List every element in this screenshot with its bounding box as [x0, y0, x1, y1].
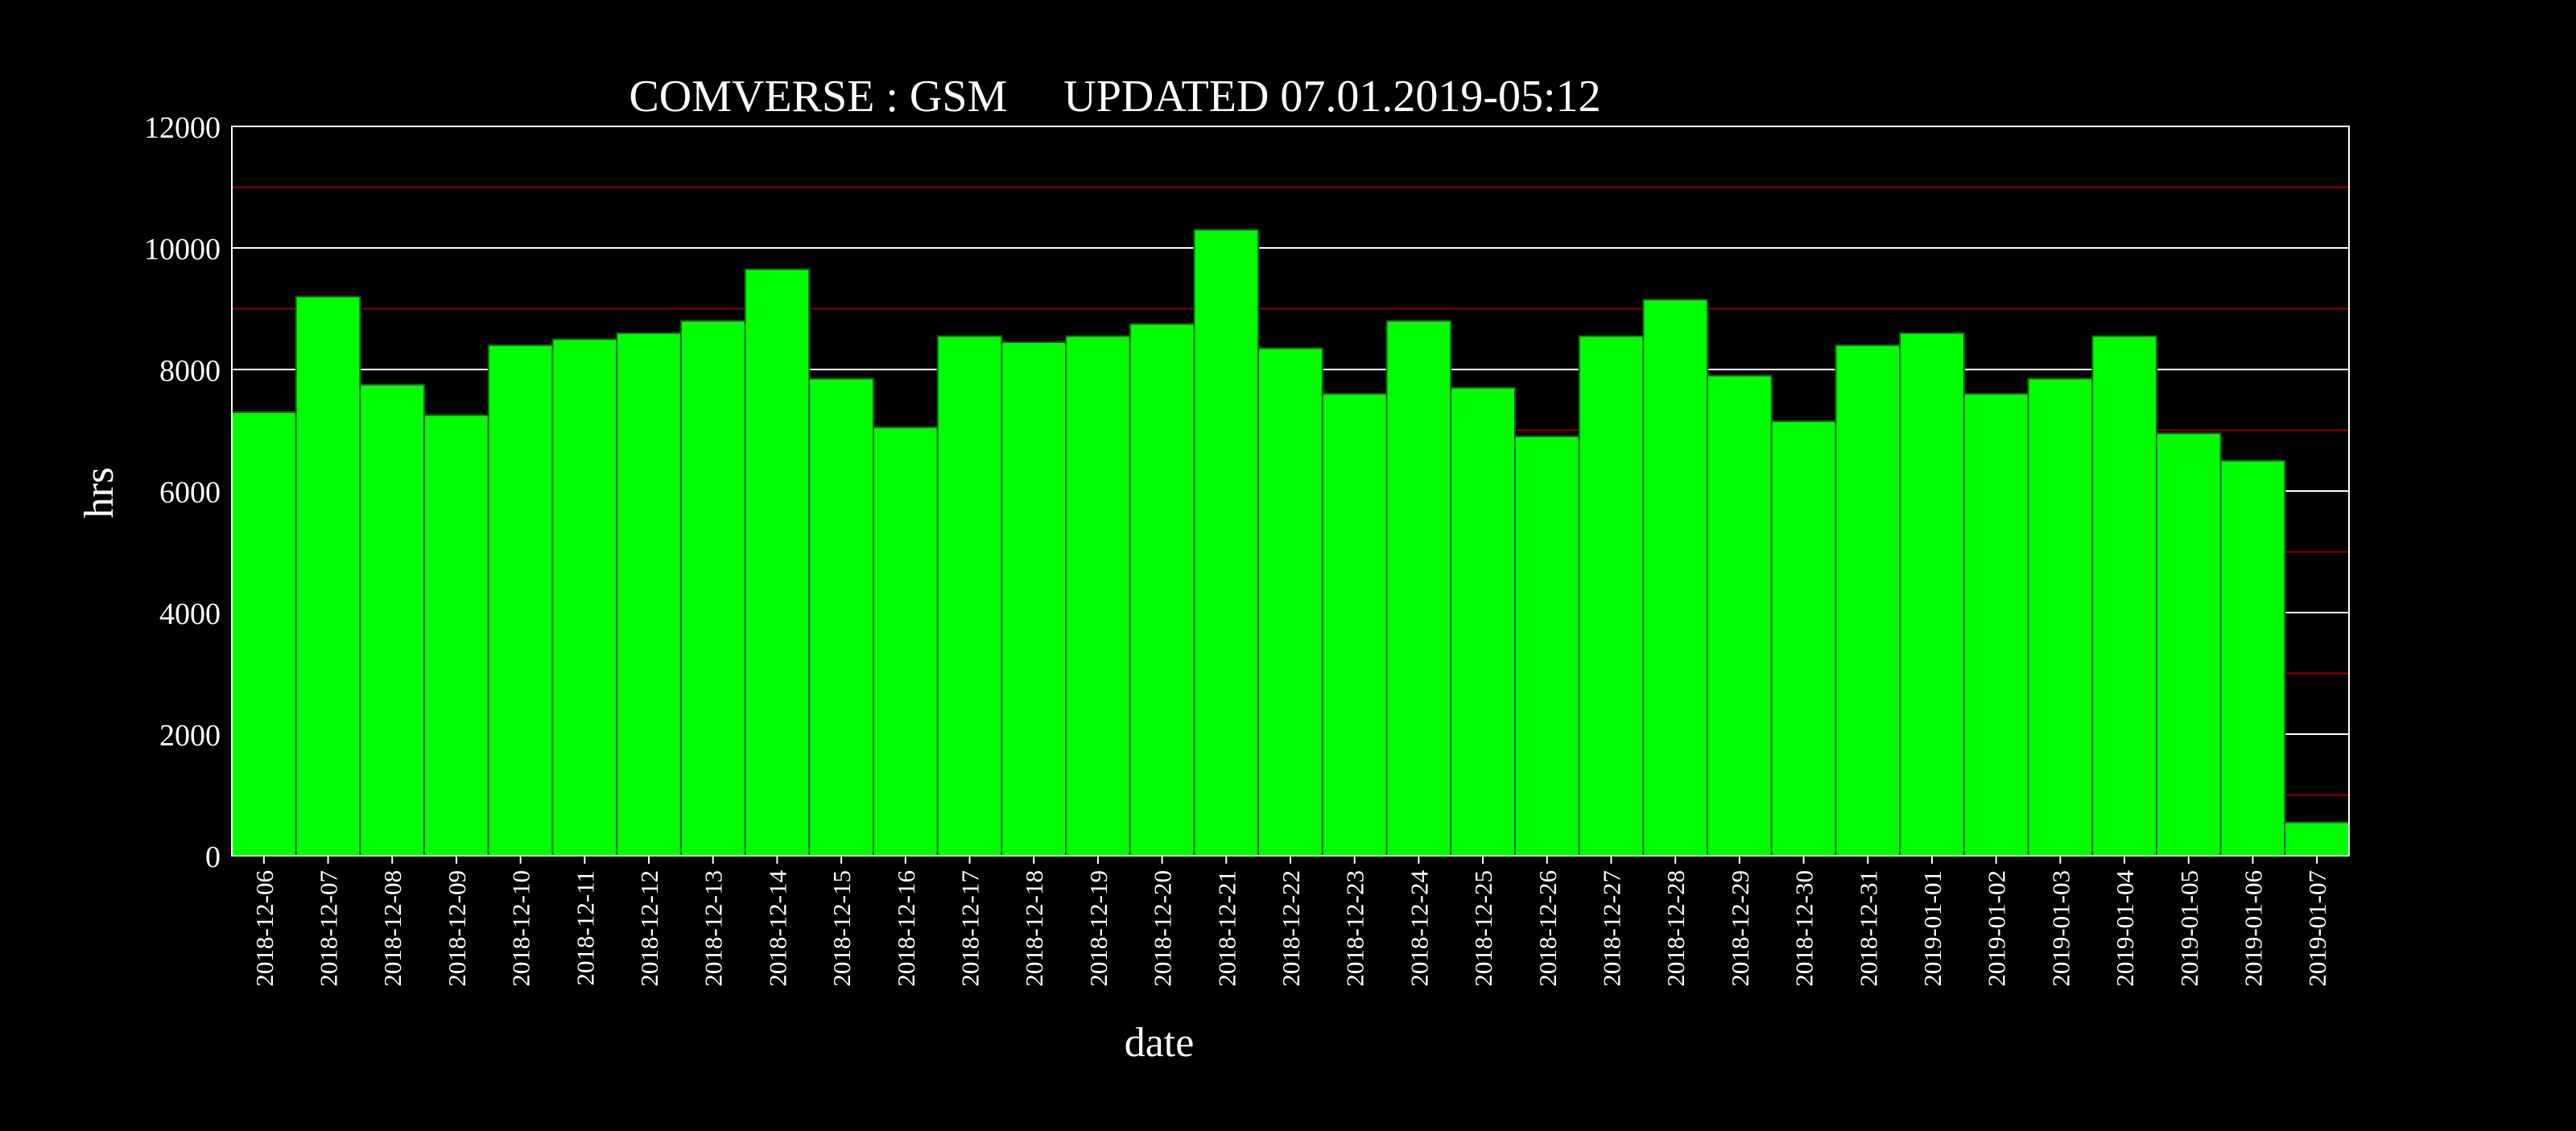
bar — [679, 320, 746, 857]
x-tick-label: 2018-12-08 — [378, 870, 407, 987]
x-tick-label: 2018-12-11 — [571, 870, 599, 986]
y-tick-label: 12000 — [144, 111, 221, 145]
x-tick-label: 2018-12-15 — [828, 870, 856, 987]
y-tick-label: 4000 — [159, 597, 221, 631]
y-tick-label: 0 — [205, 840, 221, 874]
bar — [1193, 229, 1260, 857]
x-tick-label: 2019-01-02 — [1983, 870, 2011, 987]
x-tick-label: 2019-01-05 — [2175, 870, 2203, 987]
bar — [1321, 393, 1388, 857]
x-tick-label: 2018-12-16 — [892, 870, 920, 987]
bar — [359, 383, 426, 857]
x-tick-label: 2018-12-28 — [1662, 870, 1690, 987]
x-tick-label: 2018-12-17 — [956, 870, 985, 987]
bar — [2219, 460, 2286, 857]
x-tick-label: 2018-12-13 — [700, 870, 728, 987]
bar — [1129, 323, 1195, 857]
bar — [1770, 420, 1837, 857]
bar — [2155, 432, 2222, 857]
x-tick-label: 2019-01-07 — [2303, 870, 2331, 987]
bar — [551, 338, 618, 857]
x-tick-label: 2018-12-25 — [1469, 870, 1497, 987]
x-tick-label: 2018-12-22 — [1277, 870, 1305, 987]
bar — [936, 335, 1003, 857]
x-tick-label: 2018-12-14 — [763, 870, 791, 987]
x-tick-label: 2018-12-31 — [1854, 870, 1882, 987]
bar — [295, 295, 361, 857]
y-tick-label: 10000 — [144, 233, 221, 266]
bar — [1001, 341, 1067, 857]
bars-layer — [231, 229, 2350, 857]
x-tick-label: 2018-12-29 — [1726, 870, 1754, 987]
x-tick-label: 2019-01-04 — [2111, 870, 2139, 987]
x-tick-label: 2018-12-09 — [443, 870, 471, 987]
x-axis-label: date — [1125, 1020, 1195, 1066]
x-tick-label: 2018-12-10 — [507, 870, 535, 987]
x-tick-label: 2018-12-21 — [1212, 870, 1241, 987]
x-tick-label: 2018-12-24 — [1405, 870, 1433, 987]
bar — [1707, 374, 1773, 857]
bar — [2027, 378, 2094, 857]
bar — [744, 268, 811, 857]
bar — [1899, 332, 1965, 857]
bar — [1513, 435, 1580, 857]
y-tick-label: 6000 — [159, 476, 221, 510]
bar — [2091, 335, 2157, 857]
x-tick-label: 2018-12-30 — [1790, 870, 1818, 987]
bar — [808, 378, 874, 857]
bar — [487, 344, 554, 857]
x-axis-ticks: 2018-12-06 2018-12-07 2018-12-08 2018-12-09… — [250, 856, 2331, 987]
bar — [2284, 821, 2350, 857]
bar — [1065, 335, 1131, 857]
x-tick-label: 2018-12-20 — [1149, 870, 1177, 987]
bar — [1963, 393, 2029, 857]
bar — [872, 426, 939, 857]
y-axis-label: hrs — [76, 467, 122, 518]
x-tick-label: 2018-12-26 — [1534, 870, 1562, 987]
x-tick-label: 2018-12-27 — [1597, 870, 1625, 987]
y-axis-ticks: 0 2000 4000 6000 8000 10000 12000 — [144, 111, 221, 874]
bar — [616, 332, 682, 857]
x-tick-label: 2018-12-07 — [315, 870, 343, 987]
x-tick-label: 2018-12-19 — [1084, 870, 1113, 987]
x-tick-label: 2018-12-12 — [635, 870, 663, 987]
bar — [1257, 347, 1323, 857]
y-tick-label: 8000 — [159, 354, 221, 388]
x-tick-label: 2018-12-18 — [1020, 870, 1048, 987]
bar — [1385, 320, 1452, 857]
x-tick-label: 2018-12-06 — [250, 870, 279, 987]
bar — [423, 414, 489, 857]
x-tick-label: 2019-01-06 — [2239, 870, 2267, 987]
y-tick-label: 2000 — [159, 719, 221, 753]
chart-title: COMVERSE : GSM UPDATED 07.01.2019-05:12 — [629, 72, 1600, 122]
bar — [1450, 386, 1516, 857]
bar — [1578, 335, 1645, 857]
bar — [1642, 299, 1709, 857]
bar — [1835, 344, 1901, 857]
x-tick-label: 2019-01-03 — [2046, 870, 2074, 987]
x-tick-label: 2018-12-23 — [1341, 870, 1369, 987]
x-tick-label: 2019-01-01 — [1918, 870, 1946, 987]
bar — [231, 411, 297, 857]
